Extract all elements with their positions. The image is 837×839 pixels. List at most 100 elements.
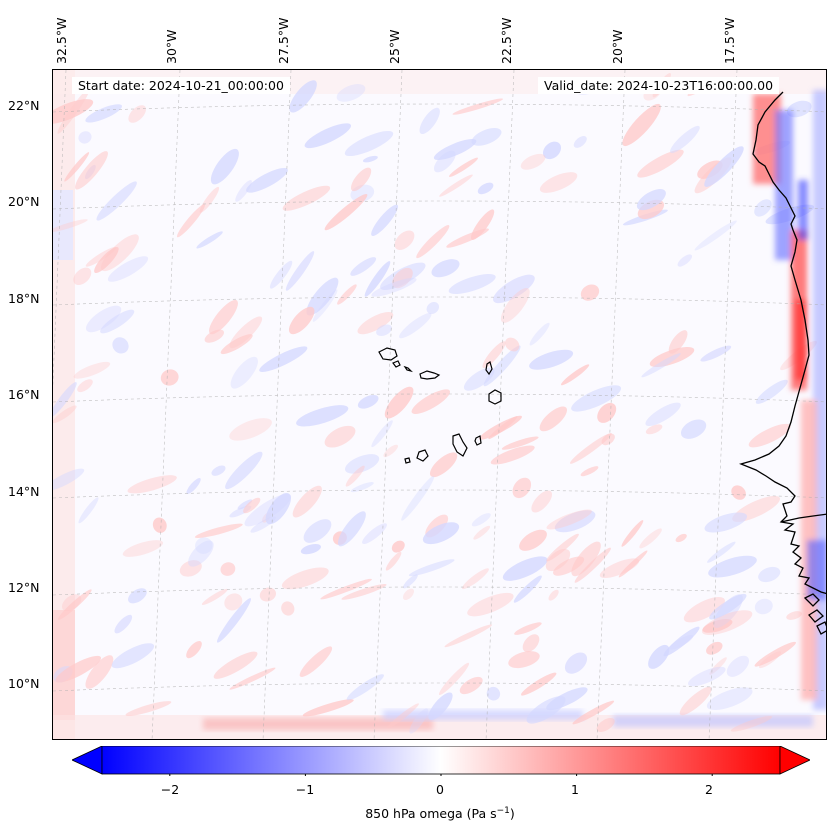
descent-blob xyxy=(645,402,681,427)
descent-blob xyxy=(687,666,726,687)
ascent-blob xyxy=(754,641,797,667)
lon-label-32.5w: 32.5°W xyxy=(54,17,69,64)
ascent-blob xyxy=(597,402,617,423)
descent-blob xyxy=(259,346,308,372)
descent-blob xyxy=(419,107,440,135)
descent-blob xyxy=(265,492,291,525)
africa-coastline xyxy=(738,91,826,595)
ascent-blob xyxy=(61,594,82,612)
ascent-blob xyxy=(229,418,272,441)
descent-blob xyxy=(186,478,201,494)
descent-blob xyxy=(107,256,149,282)
ascent-blob xyxy=(77,379,93,393)
island-sao-nicolau xyxy=(419,370,441,380)
ascent-blob xyxy=(621,520,644,547)
descent-blob xyxy=(526,696,566,724)
ascent-blob xyxy=(345,465,365,487)
parallel-line xyxy=(53,489,826,499)
descent-blob xyxy=(285,251,315,291)
island-sao-vicente xyxy=(392,360,401,368)
descent-blob xyxy=(196,231,223,249)
ascent-blob xyxy=(580,284,600,301)
ascent-blob xyxy=(505,337,520,352)
descent-blob xyxy=(53,382,77,418)
ascent-blob xyxy=(357,311,394,335)
meridian-line xyxy=(373,70,403,739)
graticule-lines xyxy=(53,70,826,739)
descent-blob xyxy=(403,574,418,589)
descent-blob xyxy=(493,274,535,304)
descent-blob xyxy=(300,543,321,555)
descent-blob xyxy=(542,141,562,160)
descent-blob xyxy=(677,254,693,267)
parallel-line xyxy=(53,393,826,403)
ascent-blob xyxy=(748,423,791,448)
ascent-blob xyxy=(94,246,119,274)
descent-blob xyxy=(230,356,258,389)
ascent-blob xyxy=(243,497,261,514)
ascent-blob xyxy=(281,601,295,616)
ascent-blob xyxy=(282,185,331,211)
descent-blob xyxy=(78,497,99,524)
ascent-blob xyxy=(281,567,329,590)
descent-blob xyxy=(431,259,460,278)
ascent-blob xyxy=(459,676,483,695)
ascent-blob xyxy=(194,523,243,538)
ascent-blob xyxy=(571,541,601,577)
colorbar xyxy=(72,746,810,776)
descent-blob xyxy=(112,337,129,354)
bissagos-islands-2 xyxy=(808,609,824,623)
descent-blob xyxy=(502,556,548,581)
descent-blob xyxy=(269,260,293,289)
bissagos-islands-1 xyxy=(803,593,820,607)
descent-blob xyxy=(217,598,251,643)
descent-blob xyxy=(422,522,460,545)
colorbar-ticks xyxy=(169,774,713,776)
descent-blob xyxy=(486,686,501,701)
ascent-blob xyxy=(679,686,712,716)
ascent-blob xyxy=(709,657,727,675)
island-sal xyxy=(485,361,493,376)
descent-blob xyxy=(344,454,380,474)
parallel-line xyxy=(53,103,826,113)
ascent-blob xyxy=(324,193,368,231)
ascent-blob xyxy=(320,578,372,600)
ascent-blob xyxy=(539,172,578,193)
descent-blob xyxy=(471,128,502,146)
descent-blob xyxy=(704,512,748,533)
descent-blob xyxy=(663,626,700,657)
descent-blob xyxy=(344,130,394,157)
descent-blob xyxy=(471,513,491,527)
ascent-blob xyxy=(73,267,92,286)
ascent-blob xyxy=(179,560,202,577)
descent-blob xyxy=(428,692,453,721)
ascent-blob xyxy=(385,551,402,571)
ascent-blob xyxy=(452,98,504,115)
ascent-blob xyxy=(64,152,90,182)
ascent-blob xyxy=(220,562,236,576)
ascent-blob xyxy=(176,204,206,238)
ascent-blob xyxy=(731,485,746,500)
descent-blob xyxy=(235,180,252,202)
ascent-blob xyxy=(100,234,139,272)
descent-blob xyxy=(237,499,253,510)
ascent-blob xyxy=(411,389,451,415)
ascent-blob xyxy=(224,593,243,611)
ascent-blob xyxy=(444,624,493,648)
ascent-blob xyxy=(548,589,559,601)
descent-blob xyxy=(211,465,226,476)
lon-label-22.5w: 22.5°W xyxy=(499,17,514,64)
ascent-blob xyxy=(730,715,773,732)
descent-blob xyxy=(100,309,135,334)
ascent-blob xyxy=(522,634,540,653)
ascent-blob xyxy=(649,346,695,368)
ascent-blob xyxy=(601,433,615,446)
descent-blob xyxy=(246,167,288,193)
descent-blob xyxy=(513,575,542,603)
descent-blob xyxy=(53,468,85,492)
descent-blob xyxy=(357,394,379,409)
lat-label-20n: 20°N xyxy=(8,194,40,209)
ascent-blob xyxy=(580,466,599,477)
descent-blob xyxy=(448,274,496,294)
ascent-blob xyxy=(229,316,263,349)
